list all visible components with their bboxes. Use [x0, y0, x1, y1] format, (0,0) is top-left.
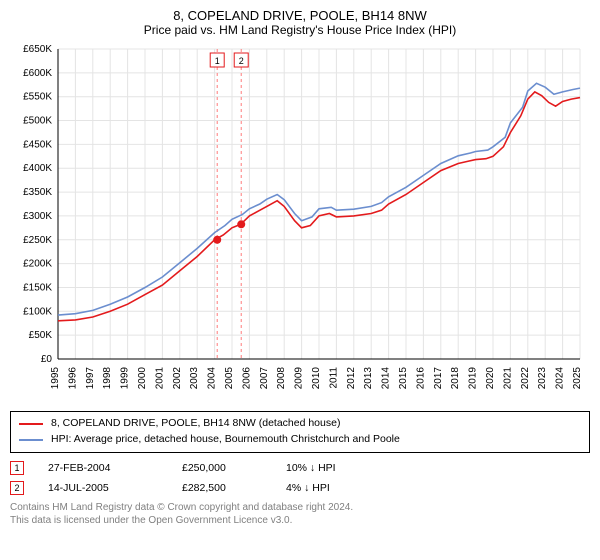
legend-label: 8, COPELAND DRIVE, POOLE, BH14 8NW (deta…	[51, 416, 340, 432]
annotation-table: 1 27-FEB-2004 £250,000 10% ↓ HPI 2 14-JUL-200…	[10, 461, 590, 495]
svg-text:2017: 2017	[433, 367, 444, 390]
svg-text:1996: 1996	[67, 367, 78, 390]
annotation-row: 2 14-JUL-2005 £282,500 4% ↓ HPI	[10, 481, 590, 495]
svg-text:£400K: £400K	[23, 163, 52, 174]
svg-text:2024: 2024	[555, 367, 566, 390]
svg-text:2015: 2015	[398, 367, 409, 390]
svg-text:2016: 2016	[415, 367, 426, 390]
footer-attribution: Contains HM Land Registry data © Crown c…	[10, 501, 590, 527]
annotation-delta: 10% ↓ HPI	[286, 462, 336, 474]
svg-text:2003: 2003	[189, 367, 200, 390]
svg-text:£500K: £500K	[23, 116, 52, 127]
svg-text:2001: 2001	[154, 367, 165, 390]
svg-text:£0: £0	[41, 354, 53, 365]
svg-text:2011: 2011	[328, 367, 339, 389]
svg-text:2014: 2014	[381, 367, 392, 390]
legend-item: 8, COPELAND DRIVE, POOLE, BH14 8NW (deta…	[19, 416, 581, 432]
annotation-price: £250,000	[182, 462, 262, 474]
legend-swatch	[19, 423, 43, 425]
svg-text:2021: 2021	[502, 367, 513, 390]
title-address: 8, COPELAND DRIVE, POOLE, BH14 8NW	[10, 8, 590, 23]
svg-text:2025: 2025	[572, 367, 583, 390]
svg-text:2012: 2012	[346, 367, 357, 390]
svg-text:£50K: £50K	[29, 330, 53, 341]
svg-text:1995: 1995	[50, 367, 61, 390]
svg-text:2000: 2000	[137, 367, 148, 390]
svg-text:£600K: £600K	[23, 68, 52, 79]
legend-item: HPI: Average price, detached house, Bour…	[19, 432, 581, 448]
svg-text:£650K: £650K	[23, 44, 52, 55]
svg-text:1999: 1999	[120, 367, 131, 390]
svg-text:£150K: £150K	[23, 282, 52, 293]
annotation-delta: 4% ↓ HPI	[286, 482, 330, 494]
annotation-row: 1 27-FEB-2004 £250,000 10% ↓ HPI	[10, 461, 590, 475]
legend: 8, COPELAND DRIVE, POOLE, BH14 8NW (deta…	[10, 411, 590, 453]
svg-text:£250K: £250K	[23, 235, 52, 246]
svg-text:2008: 2008	[276, 367, 287, 390]
svg-text:£100K: £100K	[23, 306, 52, 317]
svg-text:£550K: £550K	[23, 92, 52, 103]
svg-text:2013: 2013	[363, 367, 374, 390]
svg-text:1998: 1998	[102, 367, 113, 390]
svg-text:2020: 2020	[485, 367, 496, 390]
annotation-date: 14-JUL-2005	[48, 482, 158, 494]
legend-label: HPI: Average price, detached house, Bour…	[51, 432, 400, 448]
svg-text:£200K: £200K	[23, 259, 52, 270]
svg-text:1: 1	[215, 56, 220, 66]
svg-text:2: 2	[239, 56, 244, 66]
title-subtitle: Price paid vs. HM Land Registry's House …	[10, 23, 590, 37]
svg-text:2010: 2010	[311, 367, 322, 390]
annotation-price: £282,500	[182, 482, 262, 494]
svg-text:2023: 2023	[537, 367, 548, 390]
svg-text:£450K: £450K	[23, 139, 52, 150]
svg-text:£350K: £350K	[23, 187, 52, 198]
legend-swatch	[19, 439, 43, 441]
svg-text:£300K: £300K	[23, 211, 52, 222]
svg-text:1997: 1997	[85, 367, 96, 390]
annotation-marker: 1	[10, 461, 24, 475]
chart-title-block: 8, COPELAND DRIVE, POOLE, BH14 8NW Price…	[10, 8, 590, 37]
svg-text:2009: 2009	[294, 367, 305, 390]
footer-line2: This data is licensed under the Open Gov…	[10, 514, 590, 527]
svg-text:2007: 2007	[259, 367, 270, 390]
footer-line1: Contains HM Land Registry data © Crown c…	[10, 501, 590, 514]
annotation-marker: 2	[10, 481, 24, 495]
svg-text:2006: 2006	[241, 367, 252, 390]
svg-text:2019: 2019	[468, 367, 479, 390]
svg-text:2022: 2022	[520, 367, 531, 390]
svg-text:2005: 2005	[224, 367, 235, 390]
price-chart: £0 £50K £100K £150K £200K £250K £300K £350K £400…	[10, 43, 590, 403]
svg-text:2018: 2018	[450, 367, 461, 390]
annotation-date: 27-FEB-2004	[48, 462, 158, 474]
svg-text:2002: 2002	[172, 367, 183, 390]
svg-text:2004: 2004	[207, 367, 218, 390]
